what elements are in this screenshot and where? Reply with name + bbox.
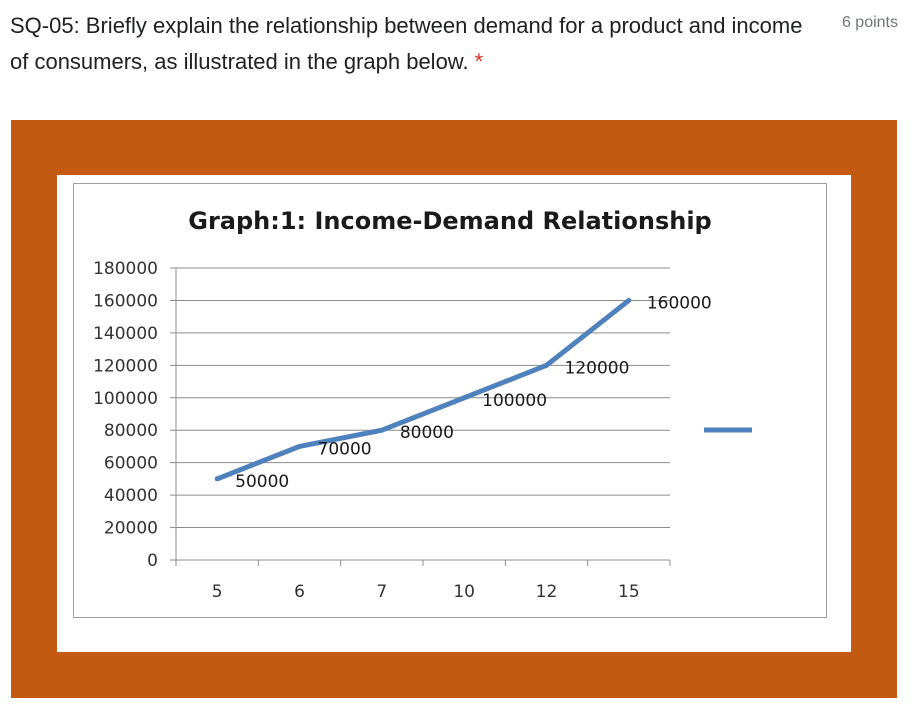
chart-area xyxy=(57,175,851,652)
y-tick-label: 20000 xyxy=(104,519,158,539)
data-label: 50000 xyxy=(235,472,289,492)
y-tick-label: 140000 xyxy=(93,324,158,344)
data-point xyxy=(214,476,220,482)
chart-title: Graph:1: Income-Demand Relationship xyxy=(188,207,711,235)
chart-border xyxy=(73,183,827,618)
data-point xyxy=(297,443,302,449)
y-tick-label: 0 xyxy=(147,551,158,571)
data-point xyxy=(626,297,632,303)
y-tick-label: 80000 xyxy=(104,421,158,441)
question-label: SQ-05: Briefly explain the relationship … xyxy=(10,13,803,74)
required-asterisk: * xyxy=(474,49,484,74)
y-tick-label: 100000 xyxy=(93,389,158,409)
data-label: 160000 xyxy=(647,293,712,313)
x-tick-label: 10 xyxy=(453,582,475,602)
series-line xyxy=(216,298,631,482)
x-tick-label: 5 xyxy=(212,582,223,602)
y-tick-label: 120000 xyxy=(93,356,158,376)
y-tick-label: 60000 xyxy=(104,454,158,474)
x-tick-label: 15 xyxy=(618,582,640,602)
data-label: 120000 xyxy=(565,358,630,378)
y-tick-label: 40000 xyxy=(104,486,158,506)
data-point xyxy=(379,427,385,433)
question-text: SQ-05: Briefly explain the relationship … xyxy=(10,8,810,80)
data-point xyxy=(461,395,467,401)
data-point xyxy=(544,362,549,368)
x-tick-label: 6 xyxy=(294,582,305,602)
points-badge: 6 points xyxy=(841,14,898,31)
data-label: 80000 xyxy=(400,423,454,443)
data-label: 100000 xyxy=(482,391,547,411)
x-tick-label: 12 xyxy=(536,582,558,602)
y-tick-label: 180000 xyxy=(93,259,158,279)
x-tick-label: 7 xyxy=(376,582,387,602)
data-label: 70000 xyxy=(318,439,372,459)
y-tick-label: 160000 xyxy=(93,291,158,311)
